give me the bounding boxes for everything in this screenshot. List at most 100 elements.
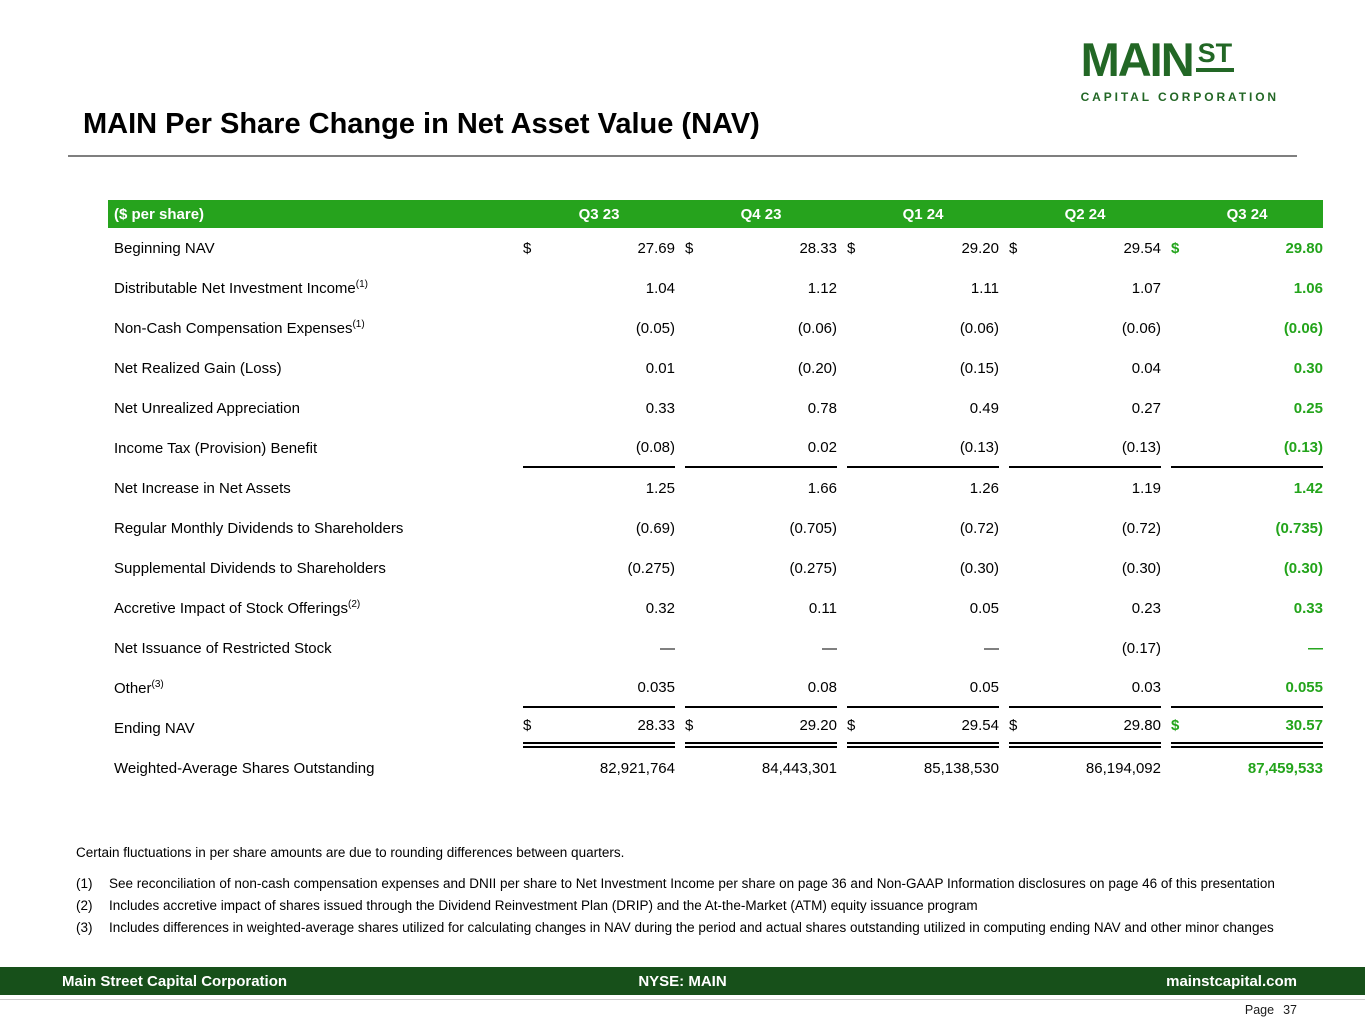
value-group: 1.04	[523, 268, 675, 308]
cell-value: 1.25	[645, 479, 675, 497]
value-cell: (0.20)	[675, 348, 837, 388]
cell-value: (0.275)	[627, 559, 675, 577]
value-cell: (0.735)	[1161, 508, 1323, 548]
cell-value: 29.80	[1285, 239, 1323, 257]
value-cell: 0.27	[999, 388, 1161, 428]
column-header: Q4 23	[675, 200, 837, 228]
value-cell: 0.33	[1161, 588, 1323, 628]
value-cell: (0.69)	[513, 508, 675, 548]
cell-value: (0.06)	[797, 319, 837, 337]
value-cell: 0.055	[1161, 668, 1323, 708]
cell-value: (0.275)	[789, 559, 837, 577]
page-label: Page	[1244, 1003, 1275, 1017]
cell-value: 29.20	[799, 716, 837, 734]
value-cell: (0.05)	[513, 308, 675, 348]
footnote-3-number: (3)	[76, 920, 93, 935]
value-group: (0.13)	[1009, 428, 1161, 468]
table-row: Net Issuance of Restricted Stock — — — (…	[108, 628, 1323, 668]
value-cell: 0.33	[513, 388, 675, 428]
value-group: 0.05	[847, 588, 999, 628]
logo-st-text: ST	[1195, 40, 1235, 72]
value-group: $ 29.20	[847, 228, 999, 268]
value-group: $ 29.54	[847, 708, 999, 748]
currency-symbol: $	[847, 239, 856, 257]
cell-value: 0.11	[808, 599, 837, 617]
cell-value: —	[660, 639, 675, 657]
value-group: (0.20)	[685, 348, 837, 388]
value-cell: 82,921,764	[513, 748, 675, 788]
value-group: (0.705)	[685, 508, 837, 548]
value-cell: 0.08	[675, 668, 837, 708]
value-cell: 87,459,533	[1161, 748, 1323, 788]
cell-value: 28.33	[637, 716, 675, 734]
footnote-1-number: (1)	[76, 876, 93, 891]
cell-value: —	[984, 639, 999, 657]
value-cell: 1.66	[675, 468, 837, 508]
cell-value: (0.72)	[959, 519, 999, 537]
value-cell: 0.035	[513, 668, 675, 708]
row-label-cell: Supplemental Dividends to Shareholders	[108, 548, 513, 588]
table-header-row: ($ per share) Q3 23 Q4 23 Q1 24 Q2 24 Q3 24	[108, 200, 1323, 228]
value-group: 0.04	[1009, 348, 1161, 388]
cell-value: —	[822, 639, 837, 657]
row-label: Other	[114, 679, 152, 697]
nav-change-table: ($ per share) Q3 23 Q4 23 Q1 24 Q2 24 Q3 24 …	[108, 200, 1323, 788]
cell-value: 0.33	[1293, 599, 1323, 617]
cell-value: 82,921,764	[599, 759, 675, 777]
value-group: 1.07	[1009, 268, 1161, 308]
row-label: Supplemental Dividends to Shareholders	[114, 559, 386, 577]
cell-value: 0.03	[1131, 678, 1161, 696]
value-group: 0.03	[1009, 668, 1161, 708]
value-group: $ 27.69	[523, 228, 675, 268]
logo-main-text: MAIN	[1080, 33, 1195, 86]
footer-website: mainstcapital.com	[1166, 973, 1297, 990]
footnote-3: (3) Includes differences in weighted-ave…	[76, 920, 1292, 936]
value-cell: 1.19	[999, 468, 1161, 508]
row-label: Beginning NAV	[114, 239, 215, 257]
cell-value: 0.055	[1285, 678, 1323, 696]
value-cell: 0.01	[513, 348, 675, 388]
row-label-cell: Weighted-Average Shares Outstanding	[108, 748, 513, 788]
cell-value: 0.08	[807, 678, 837, 696]
value-group: 86,194,092	[1009, 748, 1161, 788]
value-group: 1.25	[523, 468, 675, 508]
footnote-3-text: Includes differences in weighted-average…	[109, 920, 1274, 935]
row-label-footnote-ref: (2)	[347, 598, 361, 610]
value-cell: —	[1161, 628, 1323, 668]
table-row: Distributable Net Investment Income(1) 1…	[108, 268, 1323, 308]
footnote-1: (1) See reconciliation of non-cash compe…	[76, 876, 1292, 892]
value-cell: 86,194,092	[999, 748, 1161, 788]
row-label-cell: Net Issuance of Restricted Stock	[108, 628, 513, 668]
row-label: Weighted-Average Shares Outstanding	[114, 759, 375, 777]
cell-value: 29.80	[1123, 716, 1161, 734]
value-group: —	[847, 628, 999, 668]
value-group: $ 29.80	[1171, 228, 1323, 268]
cell-value: 27.69	[637, 239, 675, 257]
page-number: Page 37	[1245, 1003, 1297, 1017]
value-cell: 0.11	[675, 588, 837, 628]
cell-value: 0.49	[969, 399, 999, 417]
value-cell: (0.72)	[837, 508, 999, 548]
value-cell: 0.03	[999, 668, 1161, 708]
cell-value: 87,459,533	[1247, 759, 1323, 777]
footnote-2-text: Includes accretive impact of shares issu…	[109, 898, 978, 913]
cell-value: (0.08)	[635, 438, 675, 456]
cell-value: 1.26	[969, 479, 999, 497]
currency-symbol: $	[685, 716, 694, 734]
row-label: Net Unrealized Appreciation	[114, 399, 300, 417]
row-label-cell: Net Increase in Net Assets	[108, 468, 513, 508]
value-cell: (0.15)	[837, 348, 999, 388]
currency-symbol: $	[1009, 239, 1018, 257]
value-group: 1.06	[1171, 268, 1323, 308]
value-cell: (0.275)	[675, 548, 837, 588]
value-cell: $ 29.54	[837, 708, 999, 748]
cell-value: (0.30)	[959, 559, 999, 577]
cell-value: (0.17)	[1121, 639, 1161, 657]
currency-symbol: $	[523, 716, 532, 734]
value-group: 85,138,530	[847, 748, 999, 788]
value-cell: 0.04	[999, 348, 1161, 388]
row-label-cell: Ending NAV	[108, 708, 513, 748]
cell-value: 1.04	[645, 279, 675, 297]
value-group: 0.02	[685, 428, 837, 468]
cell-value: 28.33	[799, 239, 837, 257]
